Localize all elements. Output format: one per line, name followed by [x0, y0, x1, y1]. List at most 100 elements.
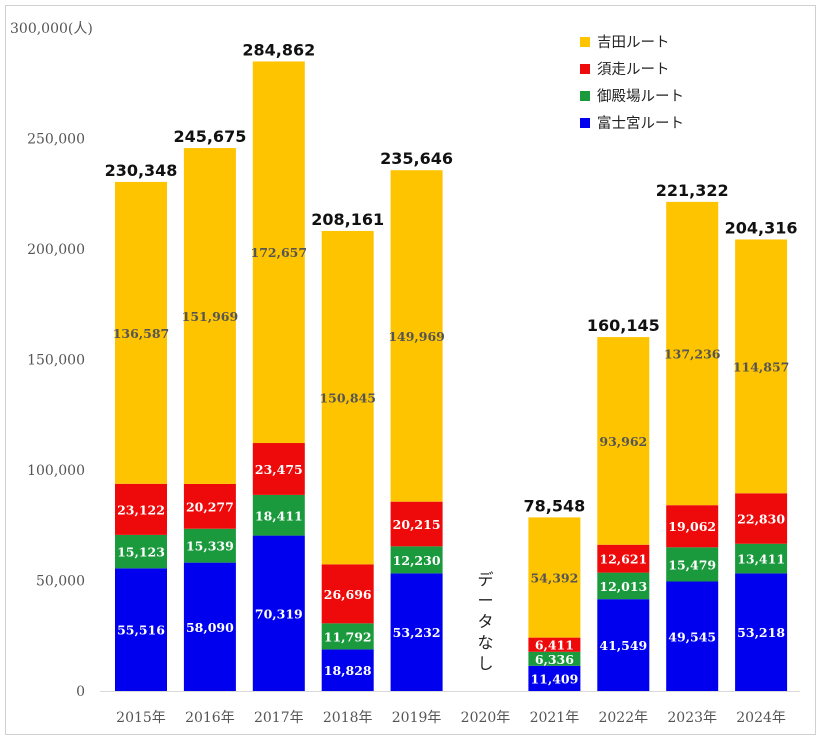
x-tick-label: 2017年 [254, 710, 304, 726]
bar-segment [252, 535, 305, 691]
segment-value-label: 26,696 [324, 587, 372, 602]
segment-value-label: 18,828 [324, 663, 372, 678]
total-value-label: 235,646 [380, 149, 453, 168]
x-tick-label: 2020年 [461, 710, 511, 726]
bar-segment [115, 534, 167, 569]
segment-value-label: 15,479 [668, 557, 716, 572]
segment-value-label: 6,336 [535, 652, 574, 667]
total-value-label: 204,316 [725, 218, 798, 237]
bar-segment [666, 201, 719, 506]
no-data-char: ー [477, 591, 493, 610]
bar-segment [183, 148, 236, 484]
total-value-label: 208,161 [311, 210, 384, 229]
segment-value-label: 20,277 [186, 499, 234, 514]
legend-item: 須走ルート [580, 61, 670, 78]
legend-swatch [580, 118, 590, 128]
segment-value-label: 11,409 [530, 671, 578, 686]
legend-label: 御殿場ルート [597, 88, 684, 105]
bar-segment [321, 230, 374, 565]
segment-value-label: 70,319 [255, 606, 303, 621]
segment-value-label: 172,657 [251, 245, 308, 260]
bar-segment [735, 493, 788, 544]
segment-value-label: 12,013 [599, 579, 647, 594]
bar-stacks [115, 61, 788, 691]
segment-value-label: 41,549 [599, 638, 647, 653]
y-tick-label: 100,000 [27, 463, 85, 479]
bar-segment [735, 543, 788, 574]
segment-value-label: 54,392 [530, 571, 578, 586]
bar-segment [597, 337, 650, 545]
total-value-label: 221,322 [656, 181, 729, 200]
segment-value-label: 58,090 [186, 620, 234, 635]
legend-swatch [580, 64, 590, 74]
segment-value-label: 136,587 [113, 326, 170, 341]
segment-value-label: 12,230 [393, 553, 441, 568]
segment-value-label: 150,845 [319, 391, 376, 406]
total-value-label: 160,145 [587, 316, 660, 335]
bar-segment [528, 665, 581, 691]
bar-segment [390, 573, 443, 691]
bar-segment [115, 483, 167, 535]
bar-segment [666, 581, 719, 691]
bar-segment [390, 546, 443, 574]
segment-value-label: 53,232 [393, 625, 441, 640]
legend-item: 富士宮ルート [580, 114, 684, 132]
segment-value-label: 53,218 [737, 625, 785, 640]
x-tick-label: 2022年 [598, 710, 648, 726]
legend-label: 富士宮ルート [597, 114, 684, 132]
bar-segment [597, 599, 650, 691]
bar-segment [321, 649, 374, 691]
x-tick-label: 2023年 [667, 710, 717, 726]
bar-segment [666, 547, 719, 582]
bar-segment [252, 443, 305, 495]
segment-value-label: 18,411 [255, 508, 303, 523]
segment-value-label: 22,830 [737, 512, 785, 527]
x-tick-label: 2019年 [392, 710, 442, 726]
segment-value-label: 23,475 [255, 462, 303, 477]
bar-segment [115, 568, 167, 691]
no-data-char: し [477, 654, 493, 673]
no-data-char: タ [477, 612, 493, 631]
segment-value-label: 15,123 [117, 545, 165, 560]
bar-segment [321, 564, 374, 624]
bar-segment [528, 637, 581, 652]
segment-value-label: 15,339 [186, 539, 234, 554]
bar-segment [252, 61, 305, 444]
bar-segment [252, 494, 305, 536]
legend-label: 須走ルート [597, 61, 670, 78]
no-data-char: デ [477, 570, 493, 589]
bar-segment [183, 483, 236, 529]
chart-frame [5, 5, 816, 735]
y-tick-label: 200,000 [27, 242, 85, 258]
total-value-label: 245,675 [173, 127, 246, 146]
bar-segment [597, 544, 650, 573]
segment-value-label: 6,411 [535, 638, 574, 653]
segment-value-label: 151,969 [182, 309, 239, 324]
bar-segment [183, 528, 236, 563]
bar-segment [390, 170, 443, 502]
segment-value-label: 19,062 [668, 519, 716, 534]
x-tick-label: 2021年 [530, 710, 580, 726]
segment-value-label: 114,857 [733, 359, 790, 374]
y-axis: 0 50,000 100,000 150,000 200,000 250,000 300,0… [10, 21, 800, 726]
segment-value-label: 55,516 [117, 623, 165, 638]
x-tick-label: 2024年 [736, 710, 786, 726]
bar-segment [390, 501, 443, 547]
total-value-label: 284,862 [242, 40, 315, 59]
legend-swatch [580, 91, 590, 101]
bar-segment [183, 562, 236, 691]
segment-value-label: 149,969 [388, 329, 445, 344]
total-value-label: 230,348 [105, 161, 178, 180]
x-tick-label: 2016年 [185, 710, 235, 726]
segment-value-label: 11,792 [324, 629, 372, 644]
y-tick-label: 0 [76, 684, 85, 700]
legend-item: 御殿場ルート [580, 88, 684, 105]
bar-segment [321, 623, 374, 650]
y-tick-label: 300,000(人) [10, 21, 93, 37]
x-tick-label: 2015年 [116, 710, 166, 726]
segment-value-label: 12,621 [599, 552, 647, 567]
bar-segment [666, 505, 719, 548]
data-labels: 55,516 15,123 23,122 136,587 230,348 58,090 15… [105, 40, 798, 686]
